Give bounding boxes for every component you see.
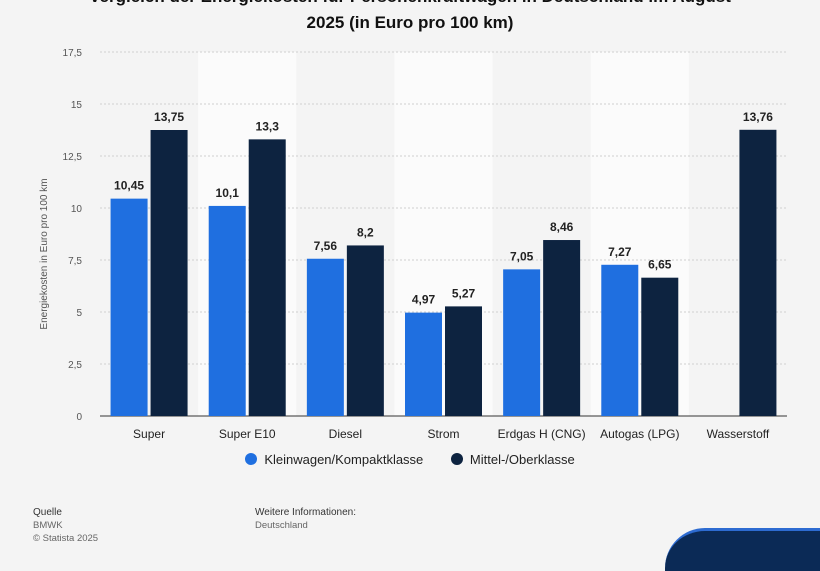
data-label: 13,75 [154,110,184,124]
x-tick-label: Strom [427,427,459,441]
data-label: 7,56 [314,239,338,253]
info-block: Weitere Informationen: Deutschland [255,506,356,532]
title-line-1: Vergleich der Energiekosten für Personen… [0,0,820,10]
x-tick-label: Wasserstoff [707,427,770,441]
data-label: 8,46 [550,220,574,234]
data-label: 7,27 [608,245,632,259]
x-tick-label: Super [133,427,165,441]
legend-swatch [450,453,463,465]
statista-logo[interactable] [665,528,820,571]
bar-chart: 0 2,5 5 7,5 10 12,5 15 17,5 Energiekosten in Eur… [39,48,787,441]
source-value[interactable]: BMWK [33,520,63,531]
bar [306,258,344,416]
x-tick-label: Autogas (LPG) [600,427,679,441]
x-tick-label: Diesel [329,427,362,441]
data-label: 6,65 [648,258,672,272]
data-label: 10,1 [216,186,240,200]
bar [405,312,442,416]
legend-item-kleinwagen[interactable]: Kleinwagen/Kompaktklasse [245,452,423,467]
data-label: 4,97 [412,293,436,307]
y-tick-label: 12,5 [63,152,83,163]
y-tick-label: 10 [71,204,83,215]
source-label: Quelle [33,507,62,518]
y-tick-label: 7,5 [68,256,82,267]
bar [346,245,384,416]
title-line-2: 2025 (in Euro pro 100 km) [306,13,514,32]
y-tick-label: 5 [76,308,82,319]
bar [208,205,246,416]
bar [543,240,581,416]
legend-swatch [245,453,258,465]
data-label: 7,05 [510,249,534,263]
legend: Kleinwagen/Kompaktklasse Mittel-/Oberkla… [0,452,820,467]
source-block: Quelle BMWK © Statista 2025 [33,506,98,545]
y-axis-label: Energiekosten in Euro pro 100 km [39,178,50,329]
bar [503,269,541,416]
data-label: 13,76 [743,110,773,124]
info-value: Deutschland [255,520,308,531]
legend-label: Kleinwagen/Kompaktklasse [264,452,424,467]
bar [641,277,679,416]
bar [445,306,482,416]
y-tick-label: 2,5 [68,360,82,371]
bar [601,264,639,416]
info-label: Weitere Informationen: [255,507,356,518]
y-tick-label: 0 [76,412,82,423]
data-label: 10,45 [114,179,144,193]
copyright: © Statista 2025 [33,533,99,544]
x-tick-label: Erdgas H (CNG) [498,427,586,441]
y-tick-label: 15 [71,100,83,111]
data-label: 13,3 [256,119,280,133]
bar [739,129,777,417]
legend-item-mittelklasse[interactable]: Mittel-/Oberklasse [450,452,575,467]
legend-label: Mittel-/Oberklasse [469,452,575,467]
bar [110,198,148,416]
bar [150,130,188,416]
x-tick-label: Super E10 [219,427,276,441]
data-label: 8,2 [357,225,374,239]
y-tick-label: 17,5 [63,48,83,59]
chart-title: Vergleich der Energiekosten für Personen… [0,0,820,36]
bar [248,139,286,417]
data-label: 5,27 [452,286,476,300]
